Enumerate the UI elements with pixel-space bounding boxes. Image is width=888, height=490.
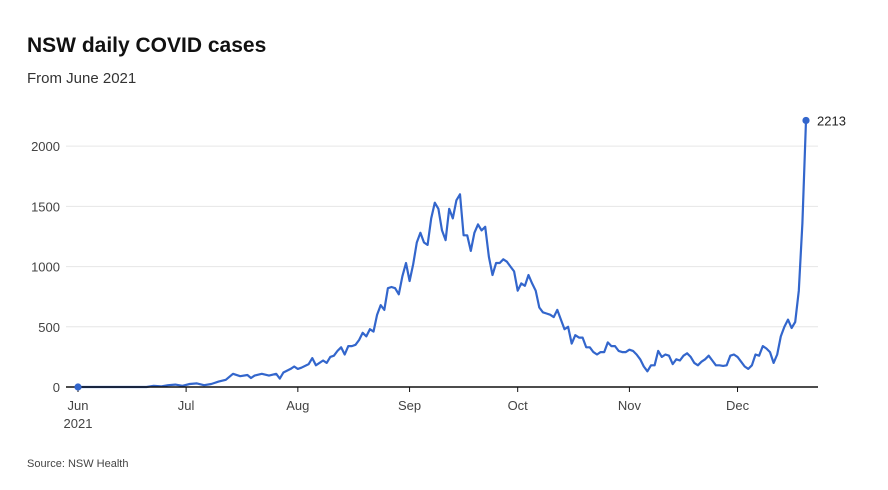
x-tick-label: Nov bbox=[618, 398, 642, 413]
end-value-label: 2213 bbox=[817, 113, 846, 128]
y-tick-label: 2000 bbox=[31, 139, 60, 154]
chart-title: NSW daily COVID cases bbox=[27, 34, 267, 57]
gridlines bbox=[66, 145, 818, 328]
source-note: Source: NSW Health bbox=[27, 458, 129, 470]
x-tick-label: Jun bbox=[68, 398, 89, 413]
y-tick-label: 500 bbox=[38, 320, 60, 335]
start-point-marker bbox=[74, 383, 82, 391]
series-line-cases bbox=[78, 120, 808, 389]
x-tick-label: Dec bbox=[726, 398, 750, 413]
chart-subtitle: From June 2021 bbox=[27, 70, 137, 87]
y-tick-label: 1000 bbox=[31, 260, 60, 275]
x-tick-sublabel: 2021 bbox=[64, 416, 93, 431]
end-point-marker bbox=[802, 116, 810, 125]
x-tick-label: Sep bbox=[398, 398, 421, 413]
x-tick-label: Oct bbox=[508, 398, 529, 413]
y-axis-ticks: 0 500 1000 1500 2000 bbox=[31, 139, 60, 395]
y-tick-label: 1500 bbox=[31, 199, 60, 214]
y-tick-label: 0 bbox=[53, 380, 60, 395]
x-tick-label: Jul bbox=[178, 398, 195, 413]
x-axis-ticks: Jun 2021 Jul Aug Sep Oct Nov Dec bbox=[64, 387, 750, 431]
x-tick-label: Aug bbox=[286, 398, 309, 413]
